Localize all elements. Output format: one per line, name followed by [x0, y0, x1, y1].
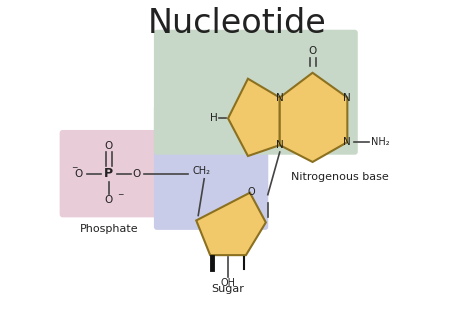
- Text: CH₂: CH₂: [192, 166, 210, 176]
- FancyBboxPatch shape: [154, 105, 268, 230]
- Polygon shape: [196, 193, 266, 255]
- Text: O: O: [105, 141, 113, 151]
- Text: Nitrogenous base: Nitrogenous base: [291, 172, 388, 182]
- Text: N: N: [344, 137, 351, 147]
- Text: Nucleotide: Nucleotide: [147, 7, 327, 40]
- FancyBboxPatch shape: [60, 130, 160, 217]
- Text: Phosphate: Phosphate: [80, 224, 138, 234]
- Text: N: N: [344, 93, 351, 102]
- Text: −: −: [71, 163, 77, 173]
- Text: NH₂: NH₂: [371, 137, 390, 147]
- Text: OH: OH: [220, 278, 236, 288]
- Polygon shape: [280, 73, 347, 162]
- Text: N: N: [276, 93, 283, 102]
- Text: H: H: [210, 113, 218, 123]
- Text: Sugar: Sugar: [211, 284, 245, 294]
- Text: O: O: [247, 187, 255, 197]
- Text: O: O: [75, 169, 83, 179]
- Text: P: P: [104, 167, 113, 180]
- Text: O: O: [309, 46, 317, 56]
- Text: O: O: [105, 195, 113, 205]
- Text: −: −: [117, 190, 123, 199]
- Polygon shape: [228, 79, 280, 156]
- FancyBboxPatch shape: [154, 30, 358, 155]
- Text: O: O: [132, 169, 141, 179]
- Text: N: N: [276, 140, 283, 150]
